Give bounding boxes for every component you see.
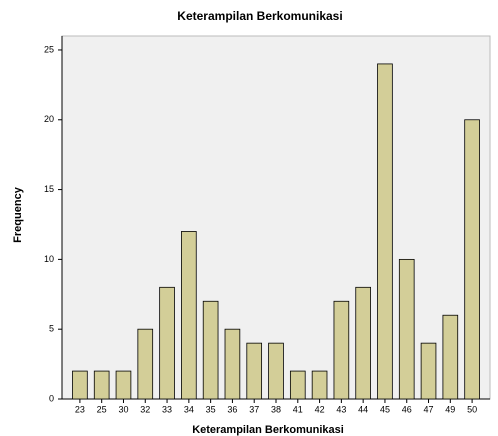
x-tick-label: 44 [358, 404, 368, 414]
bar [311, 370, 328, 400]
y-tick-label: 0 [49, 393, 54, 403]
bar [268, 342, 284, 400]
bar [355, 286, 371, 400]
bar [464, 119, 480, 400]
bar [442, 314, 459, 400]
x-tick-label: 42 [315, 404, 325, 414]
x-tick-label: 35 [206, 404, 216, 414]
bar [202, 300, 219, 400]
x-tick-label: 46 [402, 404, 412, 414]
x-tick-label: 41 [293, 404, 303, 414]
x-tick-label: 32 [140, 404, 150, 414]
bar [115, 370, 132, 400]
x-tick-label: 36 [227, 404, 237, 414]
chart-title: Keterampilan Berkomunikasi [177, 9, 342, 23]
y-tick-label: 10 [44, 254, 54, 264]
x-tick-label: 50 [467, 404, 477, 414]
x-tick-label: 47 [424, 404, 434, 414]
x-axis-label: Keterampilan Berkomunikasi [192, 424, 344, 436]
bar [420, 342, 437, 400]
bar [181, 231, 197, 400]
bar [246, 342, 263, 400]
y-tick-label: 25 [44, 44, 54, 54]
bar [93, 370, 110, 400]
bar [398, 258, 415, 400]
bar [289, 370, 306, 400]
x-tick-label: 33 [162, 404, 172, 414]
x-tick-label: 25 [97, 404, 107, 414]
bar [159, 286, 175, 400]
x-tick-label: 23 [75, 404, 85, 414]
x-tick-label: 34 [184, 404, 194, 414]
x-tick-label: 37 [249, 404, 259, 414]
x-tick-label: 30 [118, 404, 128, 414]
y-tick-label: 5 [49, 324, 54, 334]
x-tick-label: 49 [445, 404, 455, 414]
bar [377, 63, 393, 400]
bar [137, 328, 154, 400]
bar [72, 370, 88, 400]
y-tick-label: 15 [44, 184, 54, 194]
x-tick-label: 38 [271, 404, 281, 414]
y-tick-label: 20 [44, 114, 54, 124]
bar [333, 300, 350, 400]
plot-area [61, 35, 491, 400]
x-tick-label: 43 [336, 404, 346, 414]
x-tick-label: 45 [380, 404, 390, 414]
y-axis-label: Frequency [12, 186, 24, 243]
bar [224, 328, 241, 400]
